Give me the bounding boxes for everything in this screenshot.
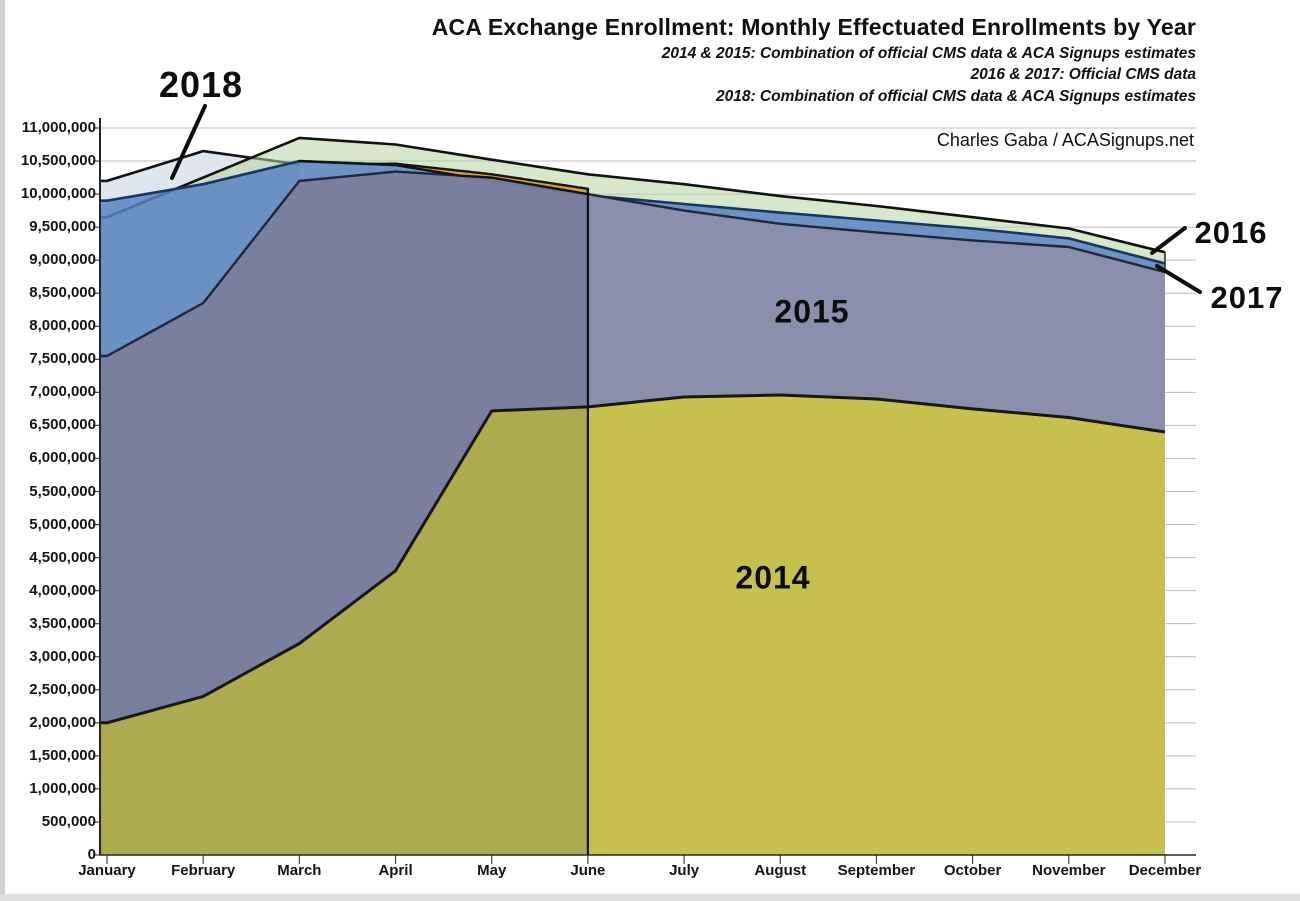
y-axis-label: 1,500,000 [29,746,96,764]
year-annotation-2014: 2014 [735,559,811,596]
x-axis-label: November [1032,862,1106,879]
chart-subtitle-3: 2018: Combination of official CMS data &… [715,87,1196,105]
y-axis-label: 5,000,000 [29,515,96,533]
y-axis-label: 10,000,000 [20,185,96,203]
window-bottom-border [0,894,1300,901]
left-half-shade [100,171,588,856]
chart-attribution: Charles Gaba / ACASignups.net [936,130,1194,150]
chart-subtitle-2: 2016 & 2017: Official CMS data [970,66,1196,84]
x-axis-label: December [1128,862,1202,879]
y-axis-label: 500,000 [41,812,96,830]
y-axis-label: 2,000,000 [29,713,96,731]
y-axis-label: 9,500,000 [29,218,96,236]
window-left-border [0,0,5,901]
callout-line-2018 [170,104,207,180]
callout-line-2017 [1155,264,1202,294]
y-axis-label: 7,000,000 [29,383,96,401]
chart-subtitle-1: 2014 & 2015: Combination of official CMS… [661,44,1196,62]
y-axis-label: 5,500,000 [29,482,96,500]
x-axis-label: August [754,862,807,879]
year-annotation-2016: 2016 [1194,215,1268,250]
year-annotation-2018: 2018 [158,64,244,105]
x-axis-label: May [477,862,507,879]
area-2014 [100,395,1165,855]
year-annotation-2015: 2015 [774,293,850,330]
y-axis-label: 8,000,000 [29,317,96,335]
x-axis-label: June [570,862,606,879]
x-axis-label: October [943,862,1002,879]
y-axis-label: 0 [87,846,96,863]
y-axis-label: 1,000,000 [29,779,96,797]
y-axis-label: 3,500,000 [29,614,96,632]
y-axis-label: 6,000,000 [29,449,96,467]
y-axis-label: 3,000,000 [29,647,96,665]
chart-title: ACA Exchange Enrollment: Monthly Effectu… [431,14,1196,40]
year-annotation-2017: 2017 [1210,280,1284,315]
x-axis-label: March [277,862,322,879]
y-axis-label: 10,500,000 [20,152,96,170]
chart-header: ACA Exchange Enrollment: Monthly Effectu… [0,13,1196,106]
y-axis-label: 4,000,000 [29,581,96,599]
x-axis-label: April [378,862,413,879]
line-2016 [100,136,1166,254]
y-axis-label: 7,500,000 [29,350,96,368]
y-axis-label: 2,500,000 [29,680,96,698]
y-axis-label: 6,500,000 [29,416,96,434]
y-axis-label: 4,500,000 [29,548,96,566]
callout-line-2016 [1150,226,1187,255]
x-axis-label: September [837,862,916,879]
x-axis-label: July [669,862,700,879]
y-axis-label: 8,500,000 [29,284,96,302]
y-axis-label: 11,000,000 [21,119,96,136]
x-axis-label: February [171,862,236,879]
x-axis-label: January [78,862,136,879]
y-axis-label: 9,000,000 [29,251,96,269]
